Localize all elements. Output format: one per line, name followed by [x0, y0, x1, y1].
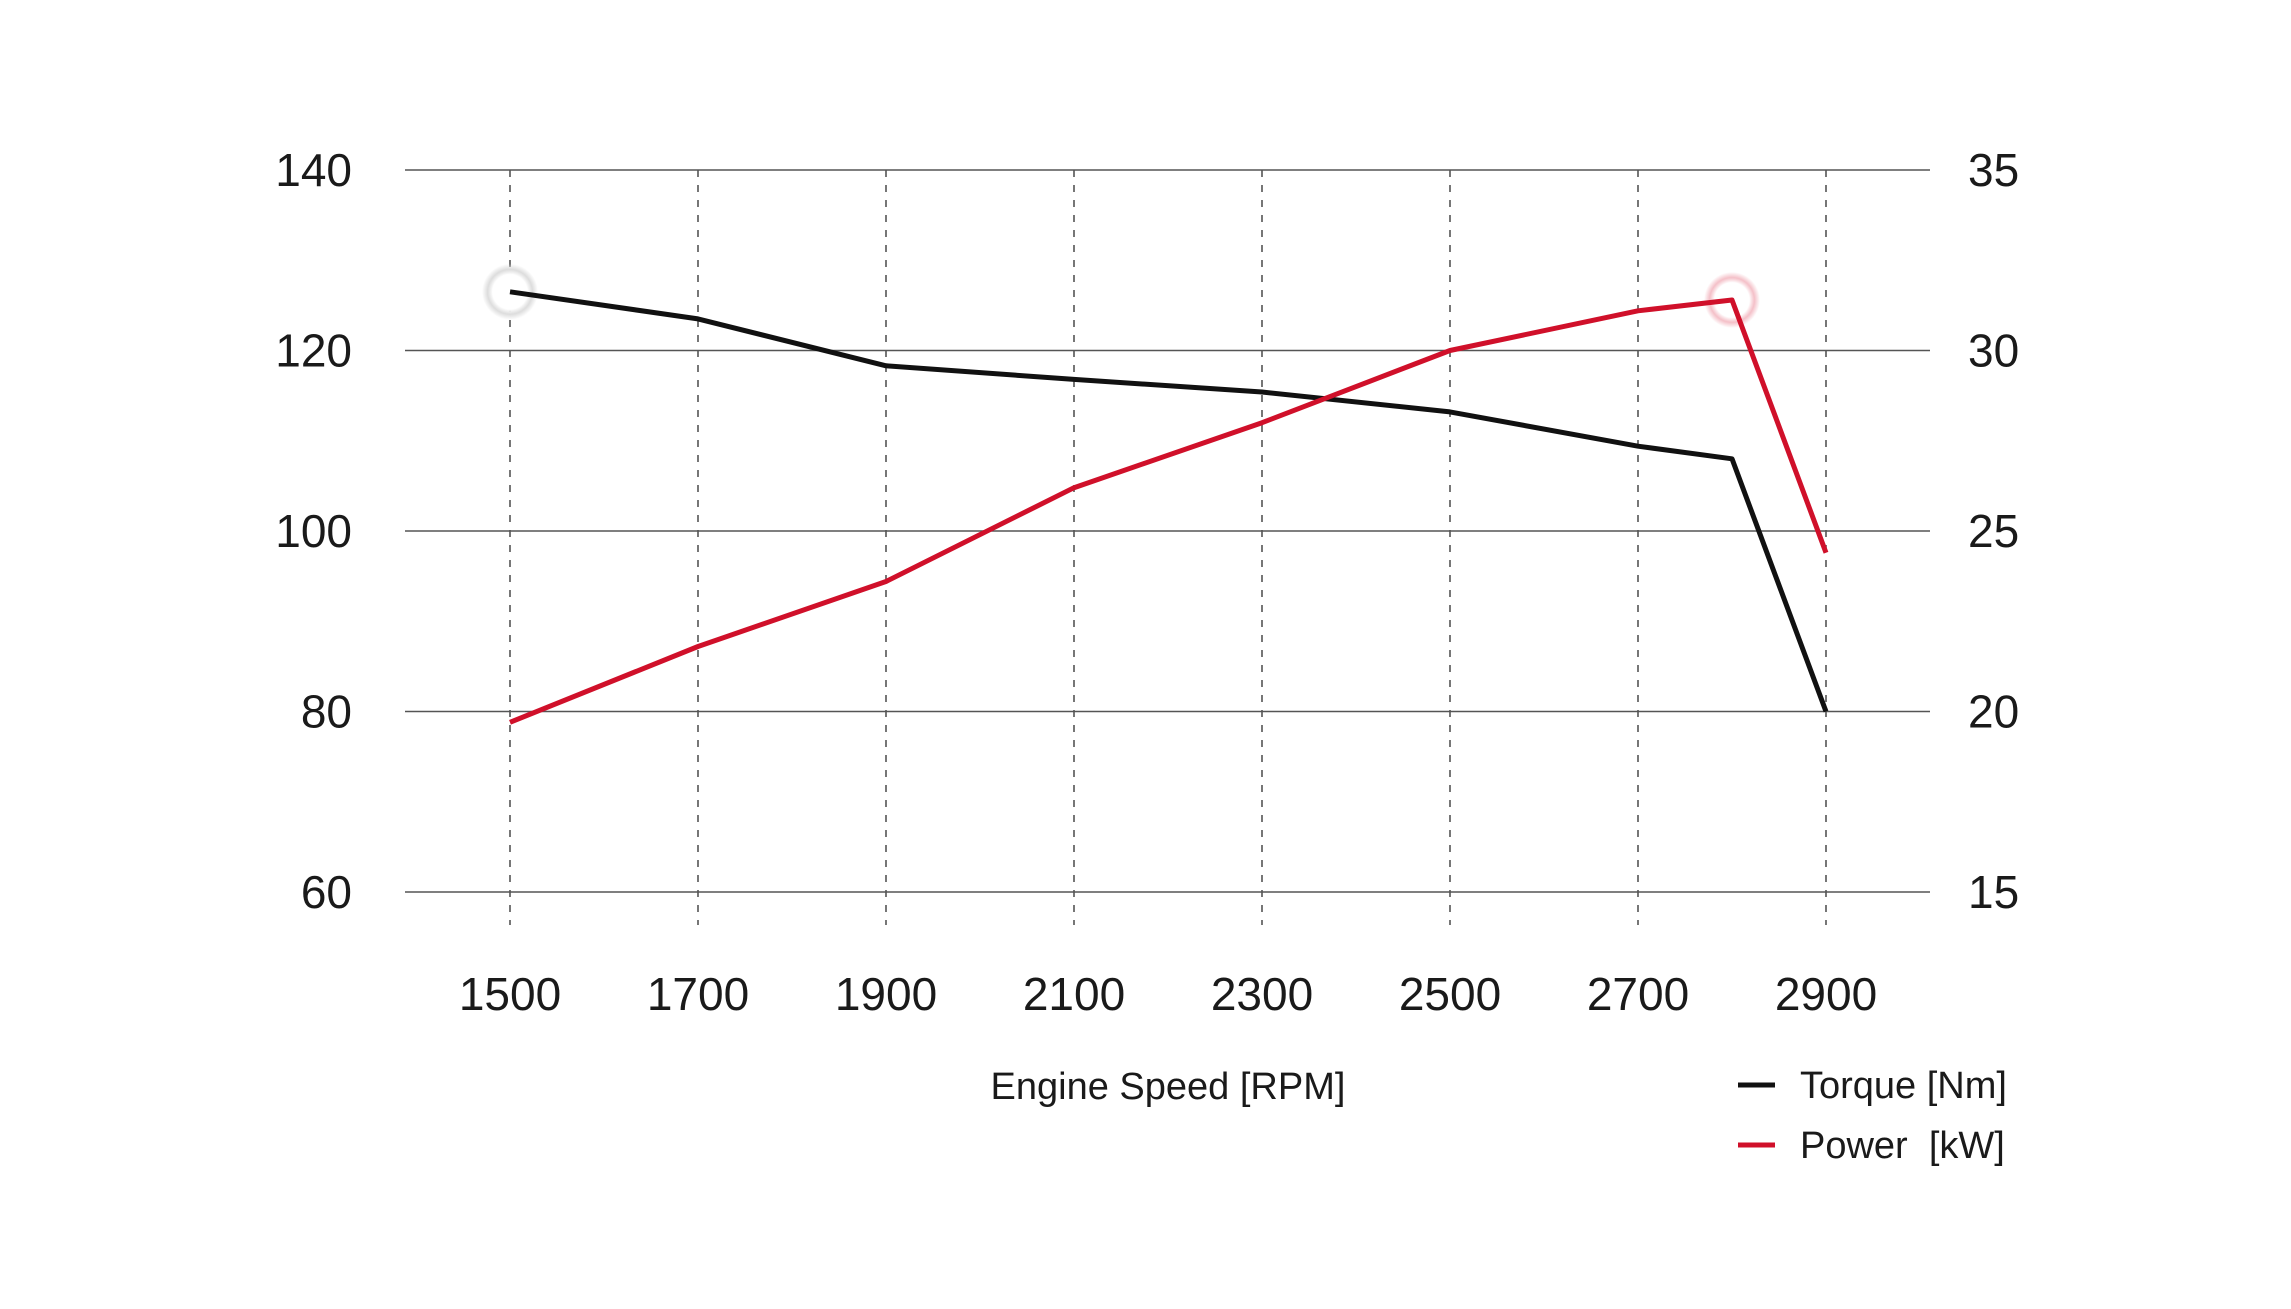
- y-right-tick-25: 25: [1968, 505, 2019, 557]
- legend-label-torque: Torque [Nm]: [1800, 1065, 2007, 1107]
- y-right-tick-15: 15: [1968, 866, 2019, 918]
- series-line-power: [509, 297, 1829, 725]
- vertical-gridlines: [509, 170, 1827, 925]
- x-tick-1900: 1900: [835, 968, 937, 1020]
- x-tick-2500: 2500: [1399, 968, 1501, 1020]
- x-tick-2900: 2900: [1775, 968, 1877, 1020]
- x-tick-2100: 2100: [1023, 968, 1125, 1020]
- y-left-tick-80: 80: [301, 686, 352, 738]
- x-tick-2300: 2300: [1211, 968, 1313, 1020]
- x-axis-tick-labels: 1500 1700 1900 2100 2300 2500 2700 2900: [459, 968, 1877, 1020]
- y-left-tick-140: 140: [275, 144, 352, 196]
- y-left-tick-60: 60: [301, 866, 352, 918]
- legend: Torque [Nm] Power [kW]: [1738, 1065, 2007, 1167]
- y-left-tick-100: 100: [275, 505, 352, 557]
- left-axis-tick-labels: 60 80 100 120 140: [275, 144, 352, 918]
- x-tick-1500: 1500: [459, 968, 561, 1020]
- legend-label-power: Power [kW]: [1800, 1125, 2005, 1167]
- y-left-tick-120: 120: [275, 325, 352, 377]
- x-tick-1700: 1700: [647, 968, 749, 1020]
- x-axis-label: Engine Speed [RPM]: [991, 1066, 1346, 1108]
- x-tick-2700: 2700: [1587, 968, 1689, 1020]
- series-lines: [509, 289, 1829, 725]
- highlight-markers: [482, 263, 1760, 328]
- y-right-tick-20: 20: [1968, 686, 2019, 738]
- y-right-tick-30: 30: [1968, 325, 2019, 377]
- right-axis-tick-labels: 15 20 25 30 35: [1968, 144, 2019, 918]
- y-right-tick-35: 35: [1968, 144, 2019, 196]
- horizontal-gridlines: [405, 169, 1930, 893]
- series-line-torque: [509, 289, 1829, 713]
